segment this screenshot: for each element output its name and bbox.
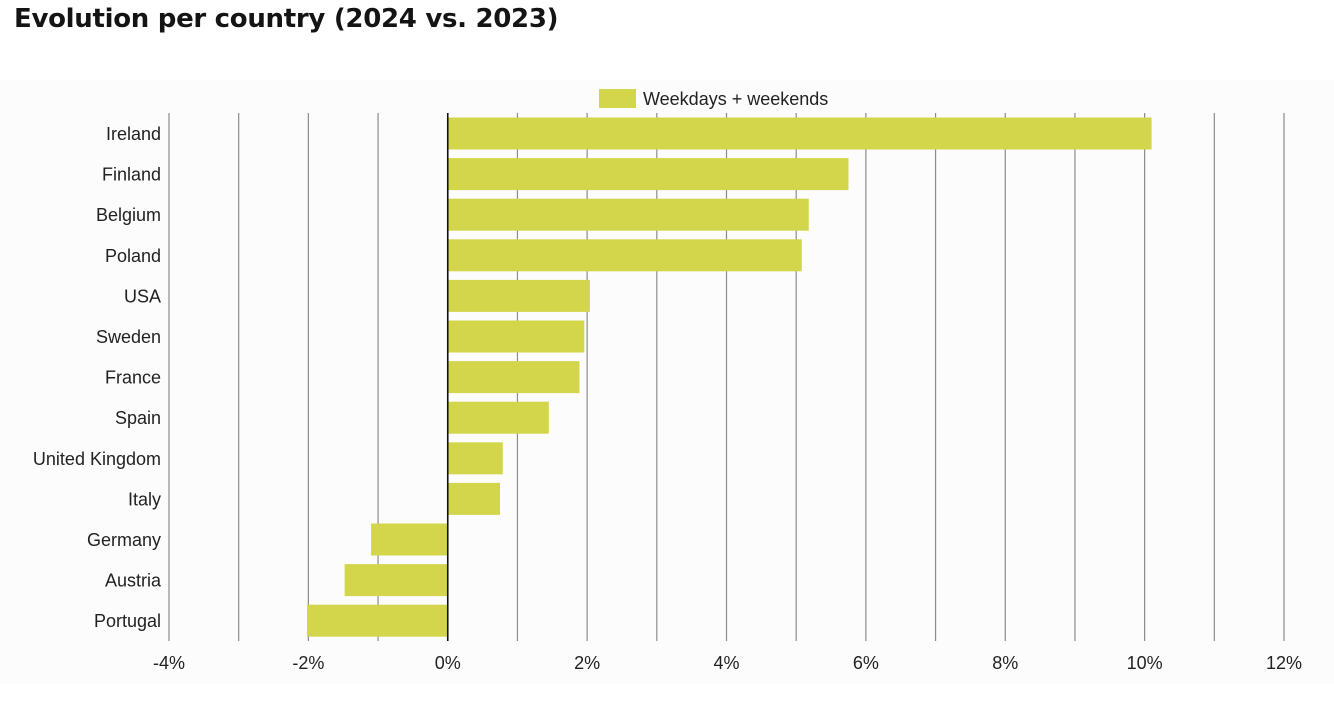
x-tick-labels: -4% -2% 0% 2% 4% 6% 8% 10% 12% — [153, 653, 1302, 673]
x-tick-label: 12% — [1266, 653, 1302, 673]
x-tick-label: -2% — [292, 653, 324, 673]
bar — [447, 361, 580, 394]
category-label: United Kingdom — [33, 449, 161, 469]
bar — [371, 523, 448, 556]
x-tick-label: 10% — [1127, 653, 1163, 673]
bar — [447, 442, 503, 475]
category-label: Portugal — [94, 611, 161, 631]
bar — [447, 239, 802, 272]
gridlines — [168, 113, 1285, 641]
bar — [447, 320, 585, 353]
x-tick-label: 0% — [435, 653, 461, 673]
category-label: Sweden — [96, 327, 161, 347]
category-label: Italy — [128, 489, 161, 509]
bar — [344, 564, 448, 597]
bars — [306, 117, 1152, 637]
chart-title: Evolution per country (2024 vs. 2023) — [14, 4, 559, 34]
category-label: USA — [124, 286, 161, 306]
bar — [447, 117, 1152, 150]
category-label: Belgium — [96, 205, 161, 225]
category-label: France — [105, 368, 161, 388]
bar — [306, 604, 448, 637]
category-label: Ireland — [106, 124, 161, 144]
bar — [447, 401, 549, 434]
category-label: Germany — [87, 530, 161, 550]
x-tick-label: 8% — [992, 653, 1018, 673]
x-tick-label: 2% — [574, 653, 600, 673]
bar — [447, 158, 849, 191]
bar — [447, 279, 590, 312]
legend-swatch — [599, 89, 636, 108]
bar — [447, 482, 501, 515]
legend-label: Weekdays + weekends — [643, 89, 828, 109]
category-label: Poland — [105, 246, 161, 266]
category-label: Finland — [102, 165, 161, 185]
category-labels: Ireland Finland Belgium Poland USA Sweden Fran… — [33, 124, 162, 631]
category-label: Spain — [115, 408, 161, 428]
x-tick-label: -4% — [153, 653, 185, 673]
category-label: Austria — [105, 571, 162, 591]
x-tick-label: 4% — [713, 653, 739, 673]
legend: Weekdays + weekends — [599, 89, 828, 109]
bar — [447, 198, 809, 231]
x-tick-label: 6% — [853, 653, 879, 673]
